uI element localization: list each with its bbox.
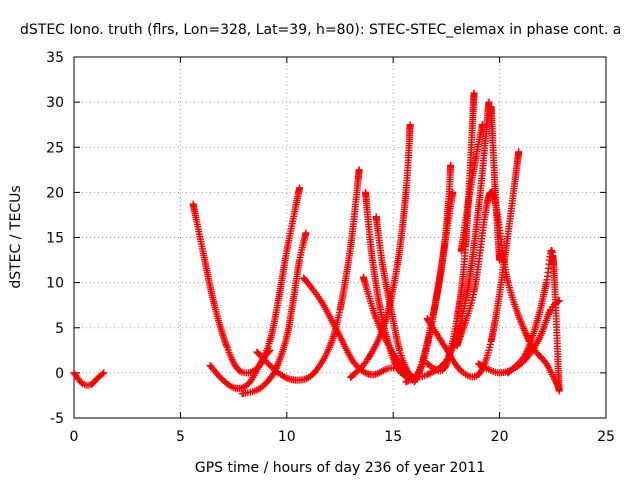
data-point (265, 347, 273, 355)
data-point (100, 369, 108, 377)
data-point (522, 330, 530, 338)
data-point (555, 387, 563, 395)
chart-title: dSTEC Iono. truth (flrs, Lon=328, Lat=39… (20, 22, 621, 38)
series-4 (238, 229, 310, 398)
data-point (515, 148, 523, 156)
series-13 (423, 89, 478, 375)
series-5 (253, 166, 363, 384)
x-tick-label: 15 (384, 429, 402, 445)
y-tick-label: 20 (46, 185, 64, 201)
data-point (485, 98, 493, 106)
series-17 (423, 148, 523, 381)
data-point (555, 297, 563, 305)
x-tick-label: 0 (70, 429, 79, 445)
data-point (302, 229, 310, 237)
series-20 (504, 247, 563, 395)
y-tick-label: 15 (46, 231, 64, 247)
data-point (423, 371, 431, 379)
data-point (355, 166, 363, 174)
x-tick-label: 25 (597, 429, 615, 445)
data-point (426, 369, 434, 377)
data-point (354, 367, 362, 375)
y-tick-label: -5 (50, 411, 64, 427)
data-point (521, 351, 529, 359)
data-point (258, 353, 266, 361)
data-point (406, 121, 414, 129)
data-point (447, 161, 455, 169)
x-tick-label: 10 (278, 429, 296, 445)
series-15 (457, 121, 487, 255)
series-7 (362, 188, 410, 380)
data-point (470, 89, 478, 97)
data-point (425, 370, 433, 378)
data-point (256, 360, 264, 368)
x-axis-label: GPS time / hours of day 236 of year 2011 (195, 460, 485, 476)
data-point (449, 188, 457, 196)
data-point (404, 369, 412, 377)
y-tick-label: 0 (55, 366, 64, 382)
y-tick-label: 10 (46, 276, 64, 292)
series-9 (372, 213, 416, 384)
series-1 (70, 369, 108, 389)
data-point (486, 340, 494, 348)
axes: 0 5 10 15 20 25 -5 0 5 10 15 20 25 30 35 (46, 50, 615, 445)
data-point (266, 346, 274, 354)
data-points (70, 89, 563, 398)
y-tick-label: 25 (46, 140, 64, 156)
data-point (479, 121, 487, 129)
series-2 (189, 184, 304, 377)
series-19 (474, 297, 563, 377)
x-tick-label: 5 (176, 429, 185, 445)
y-tick-label: 30 (46, 95, 64, 111)
series-10 (347, 121, 414, 381)
data-point (296, 184, 304, 192)
data-point (496, 256, 504, 264)
data-point (273, 368, 281, 376)
y-tick-label: 5 (55, 321, 64, 337)
x-tick-label: 20 (491, 429, 509, 445)
y-tick-label: 35 (46, 50, 64, 66)
data-point (99, 370, 107, 378)
series-18 (487, 103, 504, 264)
y-axis-label: dSTEC / TECUs (8, 185, 24, 288)
grid (74, 57, 606, 418)
data-point (523, 331, 531, 339)
